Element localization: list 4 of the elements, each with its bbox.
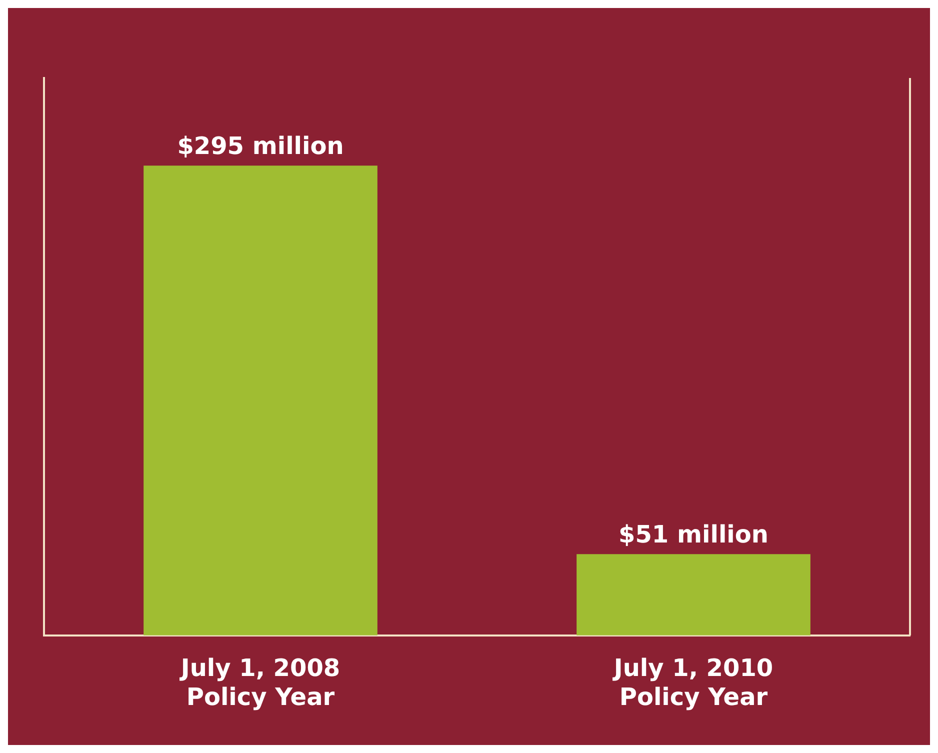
x-tick-label: July 1, 2010 Policy Year	[612, 654, 774, 711]
data-label: $51 million	[618, 520, 768, 548]
x-tick-label: July 1, 2008 Policy Year	[178, 654, 340, 711]
data-label: $295 million	[177, 132, 344, 160]
